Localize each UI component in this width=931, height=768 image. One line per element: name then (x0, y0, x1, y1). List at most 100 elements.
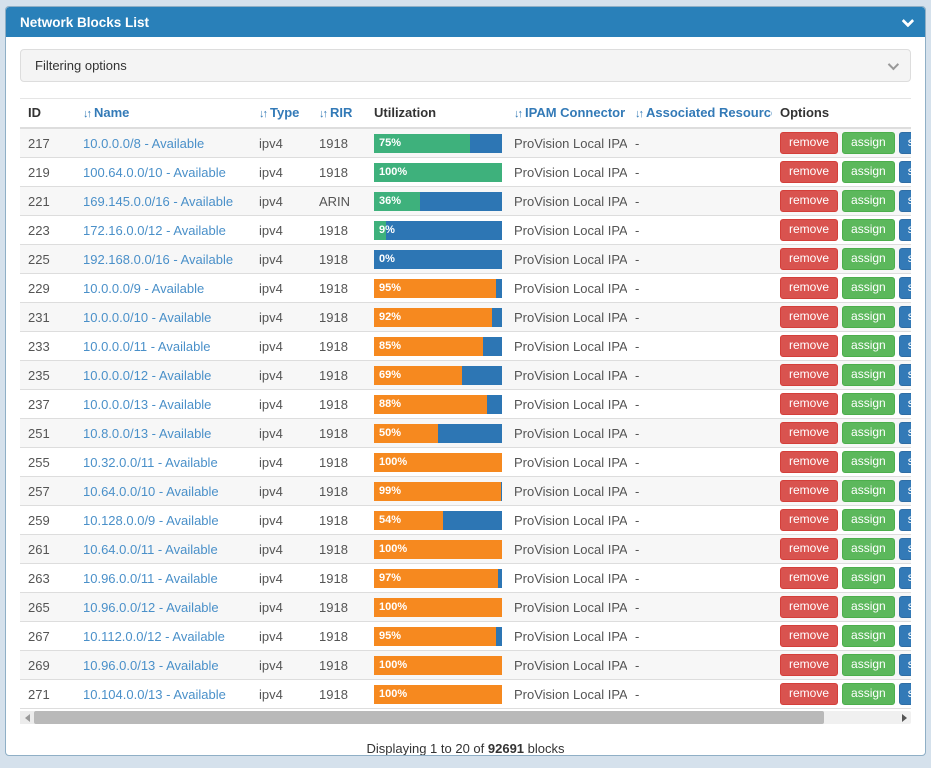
block-id: 271 (20, 679, 75, 709)
table-row: 255 10.32.0.0/11 - Available ipv4 1918 100% P… (20, 447, 911, 477)
assign-button[interactable]: assign (842, 364, 895, 386)
assign-button[interactable]: assign (842, 132, 895, 154)
block-name-link[interactable]: 10.96.0.0/13 - Available (83, 657, 219, 673)
scroll-left-button[interactable] (20, 711, 34, 724)
remove-button[interactable]: remove (780, 451, 839, 473)
remove-button[interactable]: remove (780, 393, 839, 415)
sync-button[interactable]: sync (898, 509, 911, 531)
block-name-link[interactable]: 10.0.0.0/12 - Available (83, 367, 212, 383)
sync-button[interactable]: sync (898, 596, 911, 618)
assign-button[interactable]: assign (842, 654, 895, 676)
remove-button[interactable]: remove (780, 364, 839, 386)
assign-button[interactable]: assign (842, 567, 895, 589)
column-header-rir[interactable]: ↓↑ RIR (311, 98, 366, 129)
block-name-link[interactable]: 10.64.0.0/11 - Available (83, 541, 218, 557)
sync-button[interactable]: sync (898, 683, 911, 705)
remove-button[interactable]: remove (780, 480, 839, 502)
sync-button[interactable]: sync (898, 190, 911, 212)
assign-button[interactable]: assign (842, 335, 895, 357)
sync-button[interactable]: sync (898, 219, 911, 241)
block-name-link[interactable]: 10.8.0.0/13 - Available (83, 425, 212, 441)
chevron-down-icon[interactable] (901, 14, 915, 27)
column-header-ipam-connector[interactable]: ↓↑ IPAM Connector (506, 98, 627, 129)
remove-button[interactable]: remove (780, 683, 839, 705)
remove-button[interactable]: remove (780, 190, 839, 212)
block-name-link[interactable]: 10.32.0.0/11 - Available (83, 454, 218, 470)
block-name-link[interactable]: 172.16.0.0/12 - Available (83, 222, 226, 238)
assign-button[interactable]: assign (842, 480, 895, 502)
assign-button[interactable]: assign (842, 219, 895, 241)
remove-button[interactable]: remove (780, 306, 839, 328)
column-header-name[interactable]: ↓↑ Name (75, 98, 251, 129)
filtering-options-toggle[interactable]: Filtering options (20, 49, 911, 82)
remove-button[interactable]: remove (780, 625, 839, 647)
block-name-link[interactable]: 10.96.0.0/11 - Available (83, 570, 218, 586)
block-name-link[interactable]: 10.104.0.0/13 - Available (83, 686, 226, 702)
assign-button[interactable]: assign (842, 161, 895, 183)
block-rir: 1918 (311, 679, 366, 709)
block-name-link[interactable]: 10.0.0.0/9 - Available (83, 280, 205, 296)
block-id: 237 (20, 389, 75, 419)
block-name-link[interactable]: 10.112.0.0/12 - Available (83, 628, 225, 644)
scroll-right-button[interactable] (897, 711, 911, 724)
remove-button[interactable]: remove (780, 132, 839, 154)
sync-button[interactable]: sync (898, 654, 911, 676)
block-name-link[interactable]: 10.0.0.0/8 - Available (83, 135, 205, 151)
sync-button[interactable]: sync (898, 480, 911, 502)
utilization-bar: 0% (374, 249, 502, 269)
remove-button[interactable]: remove (780, 567, 839, 589)
assign-button[interactable]: assign (842, 277, 895, 299)
sync-button[interactable]: sync (898, 335, 911, 357)
assign-button[interactable]: assign (842, 451, 895, 473)
sync-button[interactable]: sync (898, 625, 911, 647)
assign-button[interactable]: assign (842, 306, 895, 328)
remove-button[interactable]: remove (780, 538, 839, 560)
remove-button[interactable]: remove (780, 509, 839, 531)
block-name-link[interactable]: 10.64.0.0/10 - Available (83, 483, 219, 499)
block-name-link[interactable]: 10.96.0.0/12 - Available (83, 599, 219, 615)
sync-button[interactable]: sync (898, 393, 911, 415)
sync-button[interactable]: sync (898, 422, 911, 444)
sync-button[interactable]: sync (898, 451, 911, 473)
assign-button[interactable]: assign (842, 248, 895, 270)
sync-button[interactable]: sync (898, 277, 911, 299)
horizontal-scrollbar[interactable] (20, 711, 911, 724)
remove-button[interactable]: remove (780, 335, 839, 357)
block-name-link[interactable]: 192.168.0.0/16 - Available (83, 251, 234, 267)
remove-button[interactable]: remove (780, 596, 839, 618)
assign-button[interactable]: assign (842, 683, 895, 705)
block-name-link[interactable]: 10.0.0.0/11 - Available (83, 338, 211, 354)
remove-button[interactable]: remove (780, 277, 839, 299)
block-name-link[interactable]: 100.64.0.0/10 - Available (83, 164, 226, 180)
column-header-type[interactable]: ↓↑ Type (251, 98, 311, 129)
remove-button[interactable]: remove (780, 422, 839, 444)
assign-button[interactable]: assign (842, 625, 895, 647)
remove-button[interactable]: remove (780, 248, 839, 270)
block-name-link[interactable]: 10.128.0.0/9 - Available (83, 512, 219, 528)
sync-button[interactable]: sync (898, 132, 911, 154)
sync-button[interactable]: sync (898, 538, 911, 560)
assign-button[interactable]: assign (842, 190, 895, 212)
sync-button[interactable]: sync (898, 364, 911, 386)
remove-button[interactable]: remove (780, 161, 839, 183)
sync-button[interactable]: sync (898, 248, 911, 270)
assign-button[interactable]: assign (842, 422, 895, 444)
block-name-link[interactable]: 10.0.0.0/10 - Available (83, 309, 212, 325)
assign-button[interactable]: assign (842, 538, 895, 560)
block-type: ipv4 (251, 418, 311, 448)
scrollbar-thumb[interactable] (34, 711, 824, 724)
remove-button[interactable]: remove (780, 654, 839, 676)
remove-button[interactable]: remove (780, 219, 839, 241)
utilization-fill (374, 307, 492, 327)
assign-button[interactable]: assign (842, 393, 895, 415)
panel-header: Network Blocks List (6, 7, 925, 37)
block-name-link[interactable]: 169.145.0.0/16 - Available (83, 193, 234, 209)
assign-button[interactable]: assign (842, 509, 895, 531)
column-header-associated-resources[interactable]: ↓↑ Associated Resources (627, 98, 772, 129)
sync-button[interactable]: sync (898, 567, 911, 589)
scrollbar-track[interactable] (824, 711, 897, 724)
assign-button[interactable]: assign (842, 596, 895, 618)
sync-button[interactable]: sync (898, 306, 911, 328)
sync-button[interactable]: sync (898, 161, 911, 183)
block-name-link[interactable]: 10.0.0.0/13 - Available (83, 396, 212, 412)
